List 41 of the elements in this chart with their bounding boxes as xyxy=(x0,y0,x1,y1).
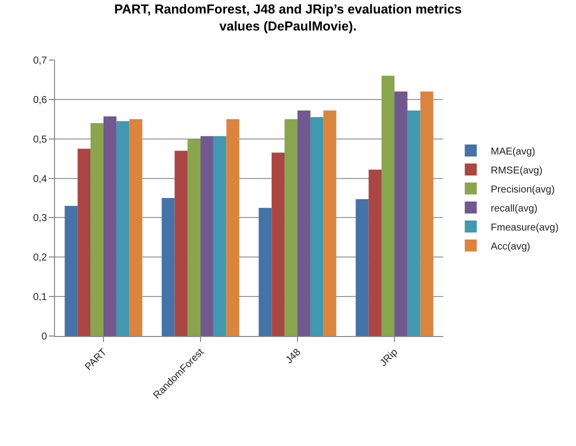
y-tick-label: 0,3 xyxy=(33,213,48,224)
x-tick-label: J48 xyxy=(284,346,304,366)
bar xyxy=(258,208,272,336)
legend-label: Precision(avg) xyxy=(490,184,555,196)
x-tick-label: JRip xyxy=(378,346,400,369)
bar xyxy=(188,138,200,336)
bar xyxy=(90,123,104,336)
bar xyxy=(272,152,285,336)
bar xyxy=(382,76,394,336)
bar xyxy=(116,121,130,336)
bar xyxy=(104,116,116,336)
bar xyxy=(200,136,214,336)
bar xyxy=(407,110,420,336)
bar xyxy=(420,92,434,336)
legend-label: Fmeasure(avg) xyxy=(490,222,559,234)
y-tick-label: 0,2 xyxy=(33,252,48,264)
bar xyxy=(174,150,188,336)
bar xyxy=(284,119,298,336)
bar xyxy=(323,110,336,336)
bar xyxy=(368,170,382,336)
bar xyxy=(310,117,324,336)
y-tick-label: 0 xyxy=(41,332,48,342)
chart-title: PART, RandomForest, J48 and JRip’s evaluation metrics values (DePaulMovie). xyxy=(114,1,462,34)
y-tick-label: 0,1 xyxy=(33,292,48,304)
bar xyxy=(226,119,240,336)
bar xyxy=(298,110,310,336)
y-tick-label: 0,7 xyxy=(33,56,48,66)
bar xyxy=(213,136,226,336)
bar xyxy=(64,206,78,336)
bar xyxy=(129,119,142,336)
bar xyxy=(78,148,91,336)
bar xyxy=(394,92,408,336)
y-tick-label: 0,5 xyxy=(33,134,48,146)
legend-label: RMSE(avg) xyxy=(490,165,542,176)
bar xyxy=(356,199,369,336)
legend-label: recall(avg) xyxy=(490,203,538,214)
legend-label: Acc(avg) xyxy=(490,241,530,252)
y-tick-label: 0,6 xyxy=(33,94,48,106)
y-tick-label: 0,4 xyxy=(33,174,48,185)
legend-label: MAE(avg) xyxy=(490,146,536,158)
bar xyxy=(162,198,175,336)
